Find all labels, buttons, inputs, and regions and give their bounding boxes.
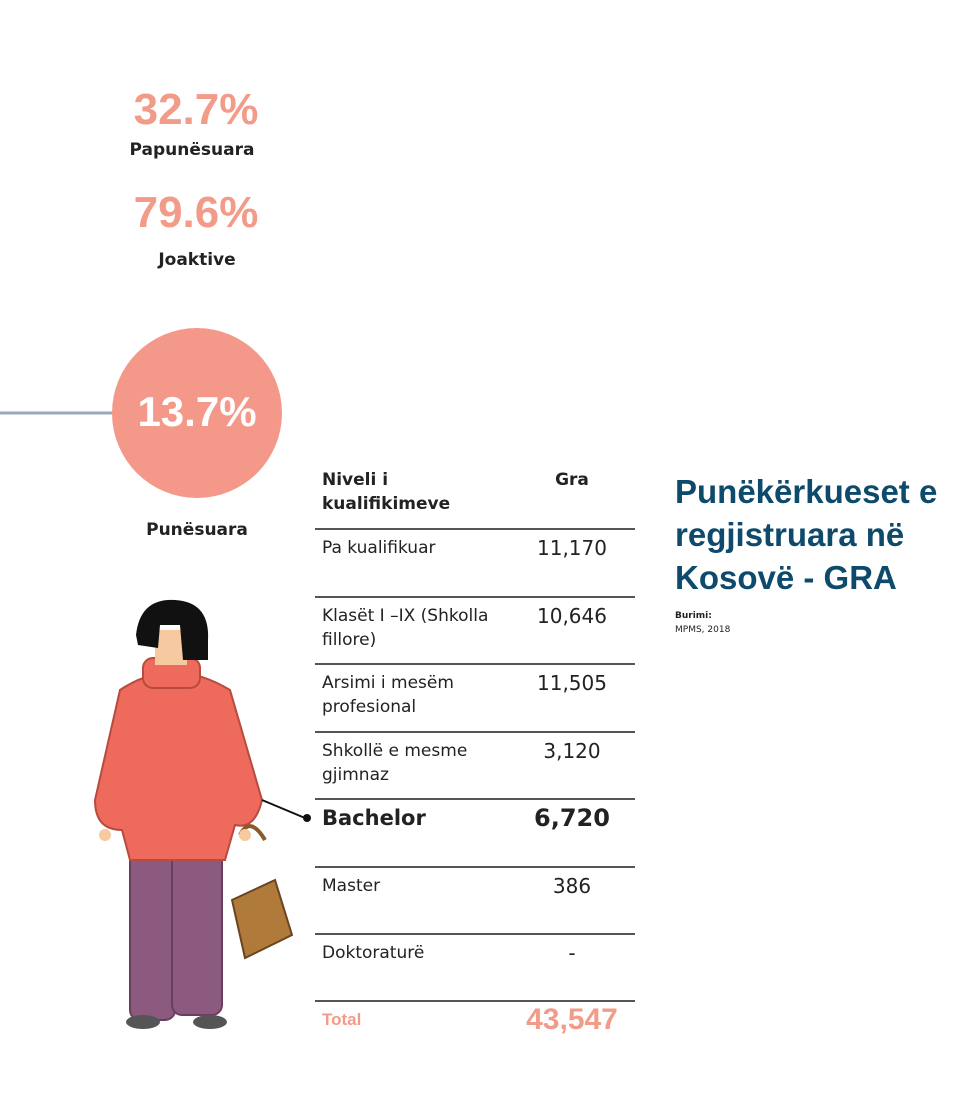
row-label: Doktoraturë xyxy=(322,943,425,963)
row-value: 11,505 xyxy=(537,671,607,695)
row-value: 11,170 xyxy=(537,536,607,560)
row-value: - xyxy=(568,941,576,965)
table-header: Niveli i kualifikimeve xyxy=(322,470,451,514)
table-rule xyxy=(315,731,635,733)
stat-value: 32.7% xyxy=(133,85,259,134)
row-value: 3,120 xyxy=(543,739,601,763)
row-label: Klasët I –IX (Shkolla fillore) xyxy=(322,606,489,650)
stat-value: 13.7% xyxy=(137,388,257,435)
source-text: MPMS, 2018 xyxy=(675,625,731,635)
row-label: Arsimi i mesëm profesional xyxy=(322,673,454,717)
stat-label: Papunësuara xyxy=(129,140,255,160)
row-label: Shkollë e mesme gjimnaz xyxy=(322,741,468,785)
table-rule xyxy=(315,528,635,530)
total-label: Total xyxy=(322,1010,362,1029)
row-label: Master xyxy=(322,876,381,896)
stat-label: Joaktive xyxy=(158,250,236,270)
table-rule xyxy=(315,1000,635,1002)
table-rule xyxy=(315,866,635,868)
row-label: Bachelor xyxy=(322,806,426,830)
total-value: 43,547 xyxy=(526,1003,618,1036)
row-value: 10,646 xyxy=(537,604,607,628)
row-value: 6,720 xyxy=(534,804,610,832)
table-rule xyxy=(315,798,635,800)
table-rule xyxy=(315,663,635,665)
table-header: Gra xyxy=(555,470,589,490)
stat-label: Punësuara xyxy=(146,520,248,540)
row-label: Pa kualifikuar xyxy=(322,538,436,558)
table-rule xyxy=(315,933,635,935)
stat-value: 79.6% xyxy=(133,188,259,237)
table-rule xyxy=(315,596,635,598)
source-label: Burimi: xyxy=(675,611,712,621)
row-value: 386 xyxy=(552,874,592,898)
title: Punëkërkueset e regjistruara në Kosovë -… xyxy=(675,473,938,596)
